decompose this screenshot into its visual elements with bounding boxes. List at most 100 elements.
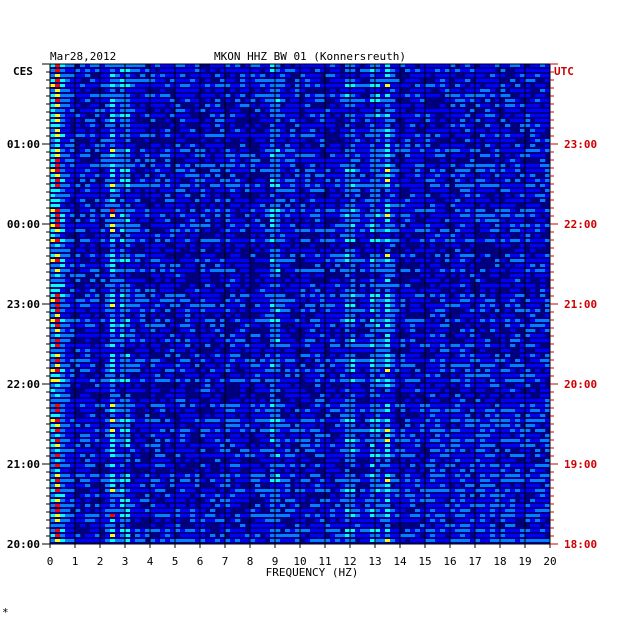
spectrogram-cell <box>75 264 81 267</box>
spectrogram-cell <box>435 324 441 327</box>
spectrogram-cell <box>365 74 371 77</box>
spectrogram-cell <box>385 304 391 307</box>
spectrogram-cell <box>320 234 326 237</box>
spectrogram-cell <box>495 309 501 312</box>
spectrogram-cell <box>420 104 426 107</box>
spectrogram-cell <box>195 289 201 292</box>
spectrogram-cell <box>115 134 121 137</box>
spectrogram-cell <box>140 184 146 187</box>
spectrogram-cell <box>270 104 276 107</box>
spectrogram-cell <box>445 299 451 302</box>
spectrogram-cell <box>135 239 141 242</box>
spectrogram-cell <box>240 379 246 382</box>
spectrogram-cell <box>120 99 126 102</box>
spectrogram-cell <box>150 309 156 312</box>
spectrogram-cell <box>240 169 246 172</box>
spectrogram-cell <box>445 134 451 137</box>
spectrogram-cell <box>370 309 376 312</box>
spectrogram-cell <box>125 164 131 167</box>
spectrogram-cell <box>345 309 351 312</box>
spectrogram-cell <box>165 224 171 227</box>
spectrogram-cell <box>435 274 441 277</box>
spectrogram-cell <box>505 199 511 202</box>
spectrogram-cell <box>480 194 486 197</box>
spectrogram-cell <box>185 164 191 167</box>
spectrogram-cell <box>490 374 496 377</box>
spectrogram-cell <box>330 79 336 82</box>
spectrogram-cell <box>425 84 431 87</box>
spectrogram-cell <box>245 384 251 387</box>
spectrogram-cell <box>530 374 536 377</box>
spectrogram-cell <box>445 144 451 147</box>
spectrogram-cell <box>480 319 486 322</box>
spectrogram-cell <box>120 89 126 92</box>
spectrogram-cell <box>310 149 316 152</box>
spectrogram-cell <box>250 369 256 372</box>
spectrogram-cell <box>390 309 396 312</box>
spectrogram-cell <box>460 284 466 287</box>
spectrogram-cell <box>55 174 61 177</box>
spectrogram-cell <box>70 154 76 157</box>
spectrogram-cell <box>120 334 126 337</box>
spectrogram-cell <box>325 299 331 302</box>
spectrogram-cell <box>445 124 451 127</box>
spectrogram-cell <box>420 69 426 72</box>
spectrogram-cell <box>210 329 216 332</box>
spectrogram-cell <box>85 344 91 347</box>
spectrogram-cell <box>190 249 196 252</box>
spectrogram-cell <box>295 134 301 137</box>
spectrogram-cell <box>505 94 511 97</box>
spectrogram-cell <box>175 314 181 317</box>
spectrogram-cell <box>440 79 446 82</box>
spectrogram-cell <box>265 369 271 372</box>
spectrogram-cell <box>140 124 146 127</box>
spectrogram-cell <box>60 384 66 387</box>
spectrogram-cell <box>60 164 66 167</box>
spectrogram-cell <box>65 344 71 347</box>
spectrogram-cell <box>135 179 141 182</box>
spectrogram-cell <box>180 99 186 102</box>
spectrogram-cell <box>540 124 546 127</box>
spectrogram-cell <box>160 114 166 117</box>
spectrogram-cell <box>175 89 181 92</box>
spectrogram-cell <box>220 279 226 282</box>
spectrogram-cell <box>530 289 536 292</box>
spectrogram-cell <box>275 114 281 117</box>
spectrogram-cell <box>530 344 536 347</box>
spectrogram-cell <box>150 164 156 167</box>
spectrogram-cell <box>340 109 346 112</box>
spectrogram-cell <box>440 314 446 317</box>
spectrogram-cell <box>180 299 186 302</box>
spectrogram-cell <box>445 69 451 72</box>
spectrogram-cell <box>515 279 521 282</box>
spectrogram-cell <box>230 169 236 172</box>
spectrogram-cell <box>305 109 311 112</box>
spectrogram-cell <box>420 74 426 77</box>
spectrogram-cell <box>445 259 451 262</box>
spectrogram-cell <box>420 199 426 202</box>
spectrogram-cell <box>470 94 476 97</box>
spectrogram-cell <box>160 74 166 77</box>
spectrogram-cell <box>235 314 241 317</box>
spectrogram-cell <box>140 254 146 257</box>
spectrogram-cell <box>515 114 521 117</box>
spectrogram-cell <box>75 74 81 77</box>
spectrogram-cell <box>100 144 106 147</box>
spectrogram-cell <box>185 379 191 382</box>
spectrogram-cell <box>150 379 156 382</box>
spectrogram-cell <box>110 109 116 112</box>
spectrogram-cell <box>480 299 486 302</box>
spectrogram-cell <box>115 249 121 252</box>
spectrogram-cell <box>185 109 191 112</box>
spectrogram-cell <box>425 384 431 387</box>
spectrogram-cell <box>365 149 371 152</box>
spectrogram-cell <box>90 244 96 247</box>
spectrogram-cell <box>95 334 101 337</box>
spectrogram-cell <box>140 339 146 342</box>
spectrogram-cell <box>375 304 381 307</box>
spectrogram-cell <box>175 224 181 227</box>
spectrogram-cell <box>295 384 301 387</box>
spectrogram-cell <box>250 239 256 242</box>
spectrogram-cell <box>270 159 276 162</box>
spectrogram-cell <box>530 139 536 142</box>
